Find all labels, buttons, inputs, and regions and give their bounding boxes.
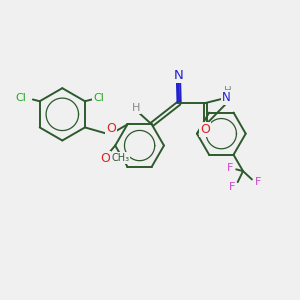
- Text: H: H: [224, 86, 232, 96]
- Text: O: O: [106, 122, 116, 134]
- Text: F: F: [229, 182, 236, 192]
- Text: N: N: [174, 69, 183, 82]
- Text: F: F: [227, 163, 233, 173]
- Text: O: O: [100, 152, 110, 164]
- Text: Cl: Cl: [15, 93, 26, 103]
- Text: N: N: [222, 91, 231, 103]
- Text: H: H: [132, 103, 140, 113]
- Text: O: O: [200, 123, 210, 136]
- Text: Cl: Cl: [93, 93, 104, 103]
- Text: F: F: [255, 177, 261, 188]
- Text: CH₃: CH₃: [111, 153, 129, 163]
